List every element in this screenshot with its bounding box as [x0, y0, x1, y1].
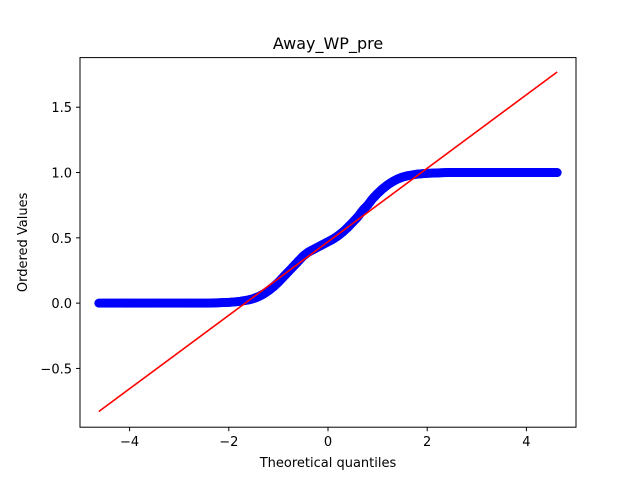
- y-tick-label: 0.0: [51, 297, 72, 312]
- y-tick-label: 1.0: [51, 167, 72, 182]
- x-tick-label: 4: [522, 435, 530, 450]
- y-axis-label: Ordered Values: [16, 192, 31, 292]
- x-tick-label: −2: [219, 435, 238, 450]
- data-point: [552, 168, 562, 178]
- x-tick-label: 0: [324, 435, 332, 450]
- fit-line: [98, 71, 558, 413]
- chart-title: Away_WP_pre: [273, 34, 383, 54]
- y-axis-ticks: −0.5 0.0 0.5 1.0 1.5: [40, 101, 80, 377]
- y-tick-label: 0.5: [51, 232, 72, 247]
- x-axis-label: Theoretical quantiles: [259, 456, 397, 471]
- y-tick-label: 1.5: [51, 101, 72, 116]
- x-axis-ticks: −4 −2 0 2 4: [120, 427, 531, 450]
- y-tick-label: −0.5: [40, 362, 72, 377]
- x-tick-label: 2: [423, 435, 431, 450]
- x-tick-label: −4: [120, 435, 139, 450]
- reference-line: [98, 71, 558, 413]
